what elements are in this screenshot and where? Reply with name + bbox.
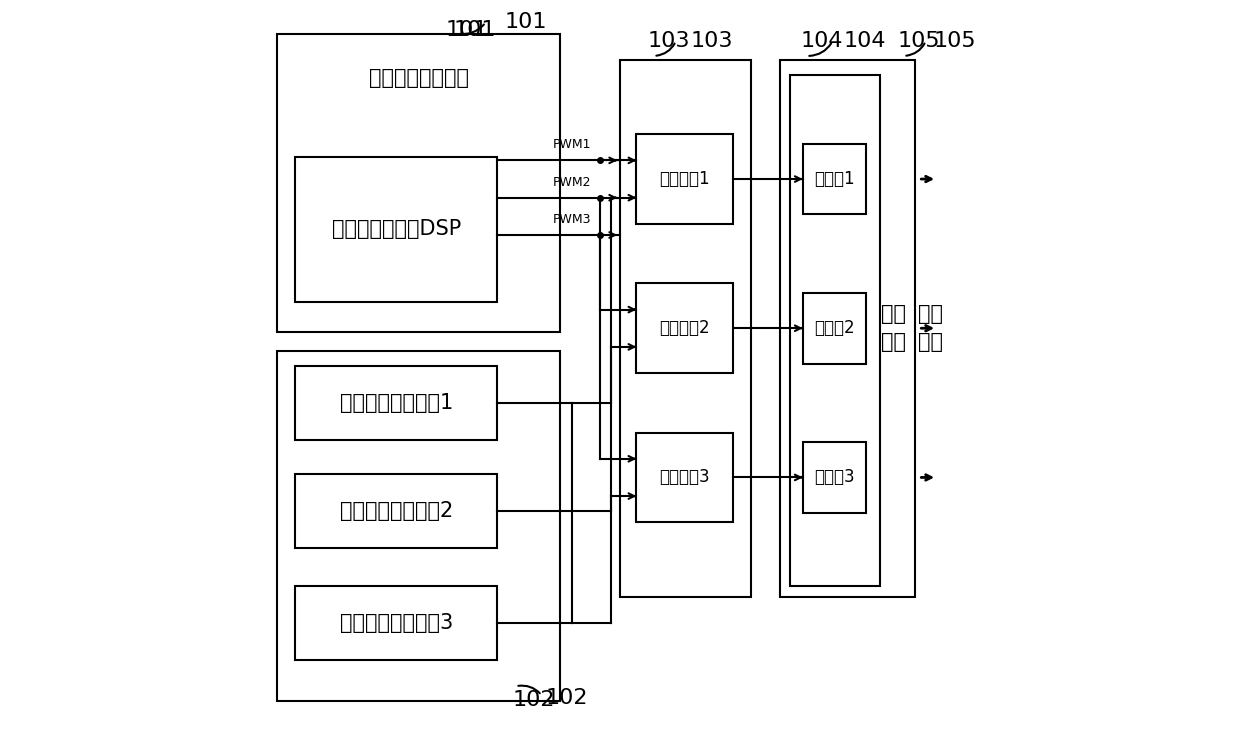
FancyBboxPatch shape: [636, 283, 733, 373]
Text: 驱动
电路: 驱动 电路: [880, 304, 905, 352]
Text: PWM2: PWM2: [552, 176, 590, 189]
FancyBboxPatch shape: [790, 75, 879, 586]
Text: 调制信号产生电路2: 调制信号产生电路2: [340, 501, 453, 521]
Text: PWM3: PWM3: [552, 213, 590, 226]
FancyBboxPatch shape: [295, 474, 497, 548]
Text: 104: 104: [800, 31, 843, 51]
Text: 101: 101: [446, 20, 489, 40]
FancyBboxPatch shape: [802, 442, 867, 513]
Text: 102: 102: [513, 690, 556, 709]
FancyBboxPatch shape: [277, 351, 560, 701]
Text: 晶闸管2: 晶闸管2: [815, 319, 854, 337]
Text: 晶闸管1: 晶闸管1: [815, 170, 854, 188]
Text: 与门电路2: 与门电路2: [660, 319, 711, 337]
Text: 104: 104: [843, 31, 887, 51]
Text: 与门电路1: 与门电路1: [660, 170, 711, 188]
Text: 105: 105: [897, 31, 940, 51]
FancyBboxPatch shape: [620, 60, 750, 597]
Text: 调制信号产生电路3: 调制信号产生电路3: [340, 613, 453, 633]
Text: 晶闸管3: 晶闸管3: [815, 468, 854, 486]
FancyBboxPatch shape: [277, 34, 560, 332]
Text: 调制信号产生电路1: 调制信号产生电路1: [340, 393, 453, 413]
Text: 驱动
电路: 驱动 电路: [919, 304, 944, 352]
FancyBboxPatch shape: [636, 433, 733, 522]
FancyBboxPatch shape: [295, 586, 497, 660]
FancyBboxPatch shape: [780, 60, 915, 597]
Text: 105: 105: [934, 31, 976, 51]
Text: 与门电路3: 与门电路3: [660, 468, 711, 486]
Text: 102: 102: [546, 688, 588, 707]
Text: 脉冲波形产生电路: 脉冲波形产生电路: [368, 69, 469, 88]
Text: PWM1: PWM1: [552, 139, 590, 151]
Text: 103: 103: [647, 31, 689, 51]
Text: 101: 101: [505, 13, 547, 32]
FancyBboxPatch shape: [802, 292, 867, 363]
Text: 101: 101: [454, 20, 496, 40]
FancyBboxPatch shape: [295, 366, 497, 440]
FancyBboxPatch shape: [802, 143, 867, 215]
FancyBboxPatch shape: [295, 157, 497, 302]
FancyBboxPatch shape: [636, 134, 733, 224]
Text: 103: 103: [691, 31, 733, 51]
Text: 数字信号处理器DSP: 数字信号处理器DSP: [331, 219, 461, 239]
